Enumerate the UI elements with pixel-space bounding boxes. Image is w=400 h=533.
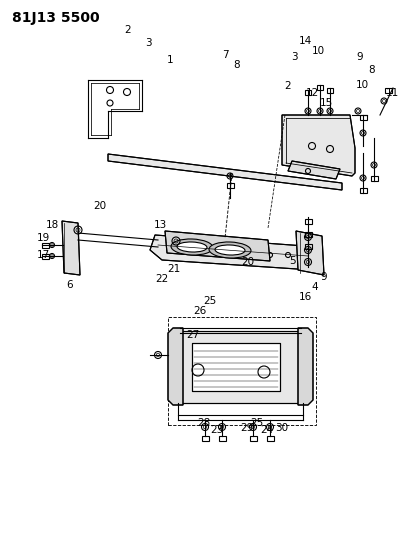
Text: 2: 2 [285, 81, 291, 91]
Bar [304, 219, 312, 224]
Bar [304, 244, 312, 249]
Bar [178, 331, 303, 403]
Bar [178, 331, 303, 403]
Bar [360, 115, 366, 120]
Text: 20: 20 [94, 201, 106, 211]
Bar [168, 317, 316, 425]
Text: 17: 17 [36, 250, 50, 260]
Bar [327, 88, 333, 93]
Text: 8: 8 [234, 60, 240, 70]
Bar [42, 254, 48, 259]
Polygon shape [165, 231, 270, 261]
Text: 22: 22 [155, 274, 169, 284]
Text: 9: 9 [357, 52, 363, 62]
Text: 11: 11 [385, 88, 399, 98]
Text: 10: 10 [356, 80, 368, 90]
Text: 3: 3 [291, 52, 297, 62]
Text: 30: 30 [276, 423, 288, 433]
Bar [226, 183, 234, 188]
Polygon shape [296, 231, 324, 275]
Text: 1: 1 [167, 55, 173, 65]
Text: 12: 12 [305, 88, 319, 98]
Bar [317, 85, 323, 90]
Text: 19: 19 [36, 233, 50, 243]
Polygon shape [62, 221, 80, 275]
Text: 5: 5 [290, 256, 296, 266]
Text: 26: 26 [193, 306, 207, 316]
Bar [218, 436, 226, 441]
Text: 6: 6 [67, 280, 73, 290]
Text: 25: 25 [250, 418, 264, 428]
Text: 10: 10 [312, 46, 324, 56]
Polygon shape [288, 161, 340, 179]
Text: 9: 9 [321, 272, 327, 282]
Text: 25: 25 [203, 296, 217, 306]
Text: 14: 14 [298, 36, 312, 46]
Bar [202, 436, 208, 441]
Bar [266, 436, 274, 441]
Bar [305, 90, 311, 95]
Text: 24: 24 [260, 425, 274, 435]
Text: 23: 23 [210, 425, 224, 435]
Polygon shape [298, 328, 313, 405]
Text: 18: 18 [45, 220, 59, 230]
Text: 15: 15 [319, 98, 333, 108]
Text: 13: 13 [153, 220, 167, 230]
Bar [360, 188, 366, 193]
Bar [384, 88, 392, 93]
Text: 7: 7 [222, 50, 228, 60]
Text: 81J13 5500: 81J13 5500 [12, 11, 100, 25]
Ellipse shape [215, 245, 245, 255]
Bar [370, 176, 378, 181]
Text: 28: 28 [197, 418, 211, 428]
Text: 20: 20 [242, 257, 254, 267]
Ellipse shape [209, 242, 251, 258]
Bar [304, 232, 312, 237]
Text: 27: 27 [186, 330, 200, 340]
Polygon shape [108, 154, 342, 190]
Polygon shape [282, 115, 355, 176]
Bar [42, 243, 48, 247]
Ellipse shape [171, 239, 213, 255]
Text: 4: 4 [312, 282, 318, 292]
Bar [192, 343, 280, 391]
Ellipse shape [177, 242, 207, 252]
Text: 8: 8 [369, 65, 375, 75]
Bar [192, 343, 280, 391]
Text: 3: 3 [145, 38, 151, 48]
Polygon shape [168, 328, 183, 405]
Bar [250, 436, 256, 441]
Text: 2: 2 [125, 25, 131, 35]
Text: 16: 16 [298, 292, 312, 302]
Polygon shape [150, 235, 312, 270]
Text: 29: 29 [240, 423, 254, 433]
Text: 21: 21 [167, 264, 181, 274]
